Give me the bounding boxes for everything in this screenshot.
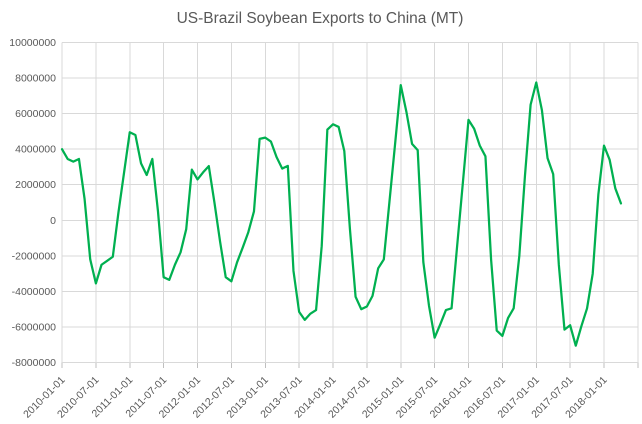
y-tick-label: 8000000: [15, 73, 56, 85]
y-tick-label: 4000000: [15, 144, 56, 156]
x-axis-tick-marks: [61, 362, 639, 368]
y-tick-label: -4000000: [12, 286, 57, 298]
x-axis-labels: 2010-01-012010-07-012011-01-012011-07-01…: [21, 374, 610, 421]
y-tick-label: 6000000: [15, 108, 56, 120]
y-tick-label: 0: [50, 215, 56, 227]
chart-title: US-Brazil Soybean Exports to China (MT): [177, 10, 464, 27]
y-tick-label: 2000000: [15, 179, 56, 191]
y-tick-label: -2000000: [12, 250, 57, 262]
gridlines: [61, 42, 639, 364]
y-tick-label: 10000000: [9, 37, 56, 49]
y-axis-labels: 10000000 8000000 6000000 4000000 2000000 0 -20…: [9, 37, 56, 369]
y-tick-label: -8000000: [12, 357, 57, 369]
y-tick-label: -6000000: [12, 321, 57, 333]
export-series-line: [60, 81, 623, 347]
